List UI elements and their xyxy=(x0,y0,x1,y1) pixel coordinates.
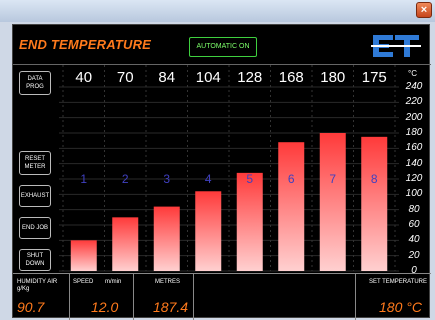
temperature-bar xyxy=(361,136,388,271)
exhaust-button[interactable]: EXHAUST xyxy=(19,185,51,207)
y-tick-label: 220 xyxy=(405,96,423,108)
set-temperature-cell: SET TEMPERATURE 180 °C xyxy=(355,274,431,320)
y-tick-label: 140 xyxy=(405,157,423,169)
zone-temperature-value: 70 xyxy=(116,69,134,86)
status-footer: HUMIDITY AIR g/Kg 90.7 SPEED m/min 12.0 … xyxy=(13,273,431,320)
speed-unit: m/min xyxy=(105,279,122,285)
zone-number-label: 3 xyxy=(163,172,170,186)
humidity-value: 90.7 xyxy=(17,299,45,315)
y-tick-label: 20 xyxy=(408,249,420,261)
temperature-bar xyxy=(195,191,222,271)
footer-divider xyxy=(193,274,194,320)
temperature-bar xyxy=(153,206,180,271)
control-panel: END TEMPERATURE AUTOMATIC ON DATA PROG R… xyxy=(12,24,431,320)
speed-label: SPEED xyxy=(73,279,94,285)
close-button[interactable]: × xyxy=(416,2,432,18)
shut-down-button[interactable]: SHUT DOWN xyxy=(19,249,51,271)
humidity-label: HUMIDITY AIR g/Kg xyxy=(17,279,58,292)
speed-cell: SPEED m/min 12.0 xyxy=(69,274,133,320)
y-tick-label: 180 xyxy=(405,127,423,138)
page-title: END TEMPERATURE xyxy=(19,37,152,52)
end-job-button[interactable]: END JOB xyxy=(19,217,51,239)
zone-number-label: 2 xyxy=(122,172,129,186)
temperature-bar xyxy=(319,133,346,271)
window-titlebar: × xyxy=(0,0,435,22)
zone-temperature-value: 40 xyxy=(75,69,93,86)
company-logo xyxy=(369,33,423,59)
y-tick-label: 200 xyxy=(405,111,423,123)
zone-number-label: 6 xyxy=(288,172,295,186)
temperature-bar xyxy=(112,217,139,271)
y-tick-label: 160 xyxy=(405,142,423,154)
footer-divider xyxy=(133,274,134,320)
temperature-bar-chart: 1 2 3 4 5 6 7 8 xyxy=(59,65,399,272)
temperature-bar xyxy=(70,240,97,271)
zone-number-label: 1 xyxy=(80,172,87,186)
data-prog-button[interactable]: DATA PROG xyxy=(19,71,51,95)
set-temperature-label: SET TEMPERATURE xyxy=(369,279,428,285)
speed-value: 12.0 xyxy=(91,299,119,315)
zone-temperature-value: 168 xyxy=(278,69,304,86)
y-tick-label: 40 xyxy=(408,234,420,246)
y-tick-label: 100 xyxy=(405,188,423,200)
automatic-mode-indicator[interactable]: AUTOMATIC ON xyxy=(189,37,257,57)
y-tick-label: 120 xyxy=(405,173,423,184)
footer-divider xyxy=(69,274,70,320)
zone-temperature-value: 180 xyxy=(320,69,346,86)
y-tick-label: 80 xyxy=(408,203,420,215)
zone-temperature-value: 175 xyxy=(361,69,387,86)
reset-meter-button[interactable]: RESET METER xyxy=(19,151,51,175)
zone-number-label: 7 xyxy=(329,172,336,186)
metres-label: METRES xyxy=(155,279,181,285)
zone-temperature-value: 84 xyxy=(158,69,176,86)
panel-header: END TEMPERATURE AUTOMATIC ON xyxy=(13,25,431,65)
zone-number-label: 5 xyxy=(246,172,253,186)
zone-temperature-value: 128 xyxy=(237,69,263,86)
temperature-unit-label: °C xyxy=(408,69,417,78)
set-temperature-value: 180 °C xyxy=(379,299,422,315)
metres-cell: METRES 187.4 xyxy=(133,274,193,320)
y-tick-label: 0 xyxy=(411,265,417,276)
metres-value: 187.4 xyxy=(153,299,189,315)
zone-temperature-value: 104 xyxy=(195,69,221,86)
y-tick-label: 60 xyxy=(408,219,420,230)
y-tick-label: 240 xyxy=(405,81,423,92)
zone-number-label: 8 xyxy=(371,172,378,186)
temperature-bar xyxy=(278,142,305,271)
zone-number-label: 4 xyxy=(205,172,212,186)
footer-divider xyxy=(355,274,356,320)
temperature-bar xyxy=(236,172,263,271)
humidity-cell: HUMIDITY AIR g/Kg 90.7 xyxy=(13,274,69,320)
